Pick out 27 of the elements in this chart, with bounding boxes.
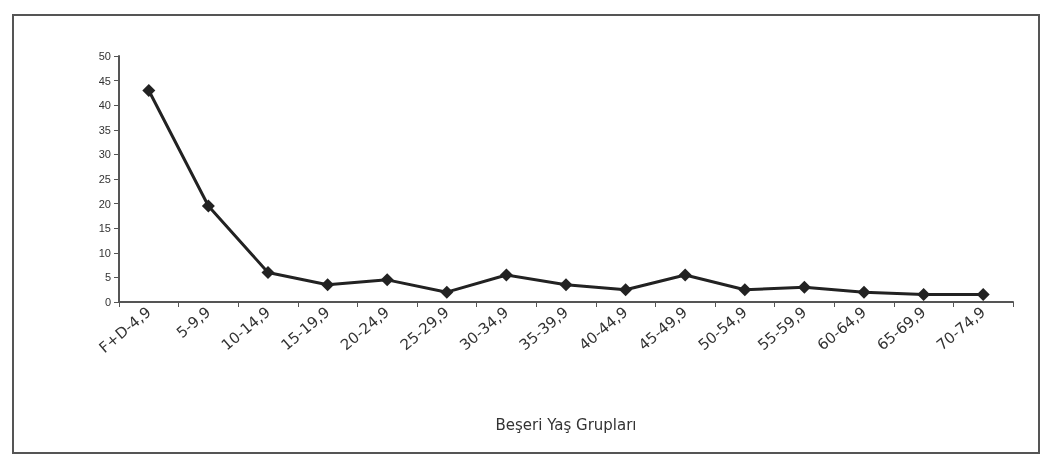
y-tick-label: 30 [98, 148, 111, 161]
y-tick-label: 50 [98, 50, 111, 62]
point [678, 268, 692, 282]
point [142, 83, 156, 97]
point [321, 278, 335, 292]
point [499, 268, 513, 282]
point [380, 273, 394, 287]
y-tick-label: 0 [104, 296, 111, 308]
point [976, 288, 990, 302]
y-tick-label: 45 [98, 74, 111, 87]
x-axis-title: Beşeri Yaş Grupları [495, 415, 637, 434]
y-tick-label: 35 [98, 123, 111, 136]
point [559, 278, 573, 292]
point [619, 283, 633, 297]
y-tick-label: 5 [104, 271, 111, 284]
y-tick-label: 40 [98, 99, 111, 112]
point [440, 285, 454, 299]
point [917, 288, 931, 302]
y-tick-label: 20 [98, 197, 111, 210]
y-tick-label: 25 [98, 173, 111, 185]
point [797, 280, 811, 294]
point [738, 283, 752, 297]
point [261, 265, 275, 279]
y-tick-label: 10 [98, 246, 111, 259]
y-tick-label: 15 [98, 222, 111, 235]
point [201, 199, 215, 213]
point [857, 285, 871, 299]
